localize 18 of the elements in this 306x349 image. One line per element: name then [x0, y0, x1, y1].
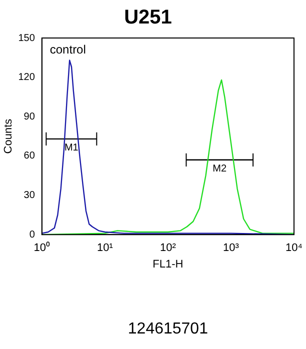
x-tick-label: 10⁰: [34, 241, 50, 254]
text: 124615701: [128, 320, 208, 338]
annotation: control: [50, 42, 86, 56]
series-label: M1: [64, 142, 79, 154]
y-tick-label: 150: [18, 32, 36, 44]
y-tick-label: 90: [24, 111, 36, 122]
x-tick-label: 10⁴: [286, 242, 303, 254]
y-tick-label: 30: [24, 190, 36, 202]
x-tick-label: 10³: [223, 242, 240, 254]
y-axis-title: Counts: [2, 118, 15, 154]
x-axis-title: FL1-H: [152, 258, 184, 270]
x-tick-label: 10¹: [96, 242, 114, 254]
x-tick-label: 10²: [160, 242, 176, 254]
series-label: M2: [212, 164, 228, 175]
y-tick-label: 0: [29, 229, 36, 240]
chart-title: U251: [124, 6, 172, 29]
y-tick-label: 120: [18, 72, 36, 84]
y-tick-label: 60: [24, 150, 36, 162]
